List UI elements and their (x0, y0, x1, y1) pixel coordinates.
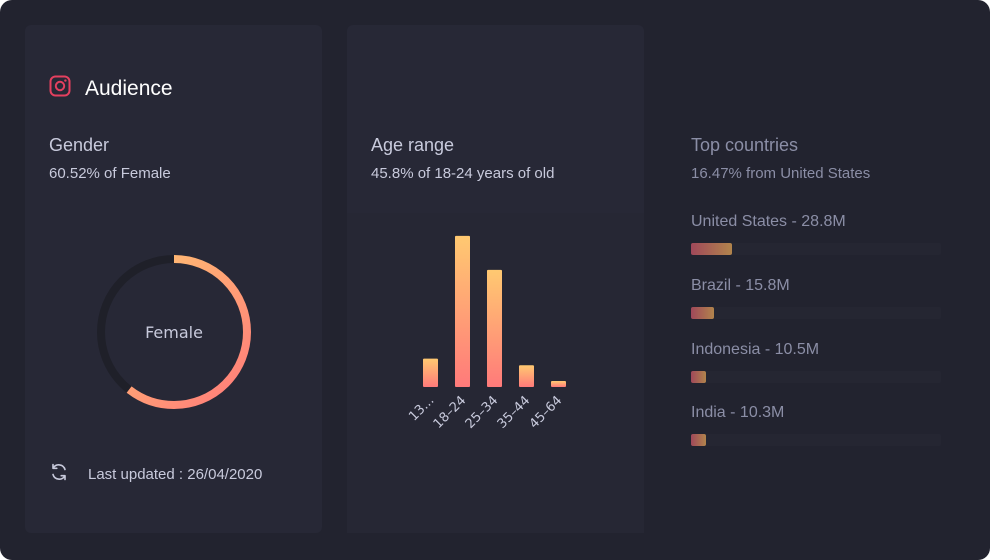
country-bar-track (691, 307, 941, 319)
country-bar-track (691, 434, 941, 446)
instagram-icon (49, 75, 71, 102)
donut-female-arc (97, 255, 251, 409)
age-bar (455, 235, 470, 387)
card-title: Audience (85, 76, 173, 100)
country-label: United States - 28.8M (691, 213, 846, 230)
country-bar-fill (691, 243, 733, 255)
gender-donut: Female (93, 251, 255, 413)
countries-heading: Top countries (691, 135, 799, 155)
gender-card: Audience Gender 60.52% of Female Female (25, 25, 322, 533)
age-tick-label: 18–24 (431, 393, 470, 432)
country-row: United States - 28.8M (691, 213, 941, 255)
age-card: Age range 45.8% of 18-24 years of old 13… (347, 25, 644, 533)
last-updated-text: Last updated : 26/04/2020 (88, 466, 263, 483)
refresh-icon[interactable] (49, 462, 69, 487)
country-bar-fill (691, 307, 714, 319)
age-chart-area: 13... 18–24 25–34 35–44 45–64 (347, 213, 644, 533)
countries-card: Top countries 16.47% from United States … (669, 25, 966, 533)
country-row: India - 10.3M (691, 404, 941, 446)
country-label: Indonesia - 10.5M (691, 341, 820, 358)
donut-center-label: Female (145, 322, 203, 342)
last-updated: Last updated : 26/04/2020 (49, 462, 262, 487)
country-bar-track (691, 243, 941, 255)
age-tick-label: 25–34 (463, 393, 502, 432)
country-bar-track (691, 371, 941, 383)
card-brand: Audience (49, 75, 173, 102)
age-bar (551, 381, 566, 387)
age-bar (487, 269, 502, 387)
age-tick-label: 45–64 (527, 393, 566, 432)
country-label: Brazil - 15.8M (691, 277, 790, 294)
age-heading: Age range (371, 135, 455, 155)
country-row: Brazil - 15.8M (691, 277, 941, 319)
country-bar-fill (691, 371, 706, 383)
age-bar (423, 358, 438, 387)
age-tick-label: 35–44 (495, 393, 534, 432)
countries-summary: 16.47% from United States (691, 165, 871, 182)
country-row: Indonesia - 10.5M (691, 341, 941, 383)
age-summary: 45.8% of 18-24 years of old (371, 165, 555, 182)
gender-summary: 60.52% of Female (49, 165, 171, 182)
gender-heading: Gender (49, 135, 110, 155)
country-bar-fill (691, 434, 706, 446)
country-label: India - 10.3M (691, 404, 785, 421)
age-bar (519, 365, 534, 387)
